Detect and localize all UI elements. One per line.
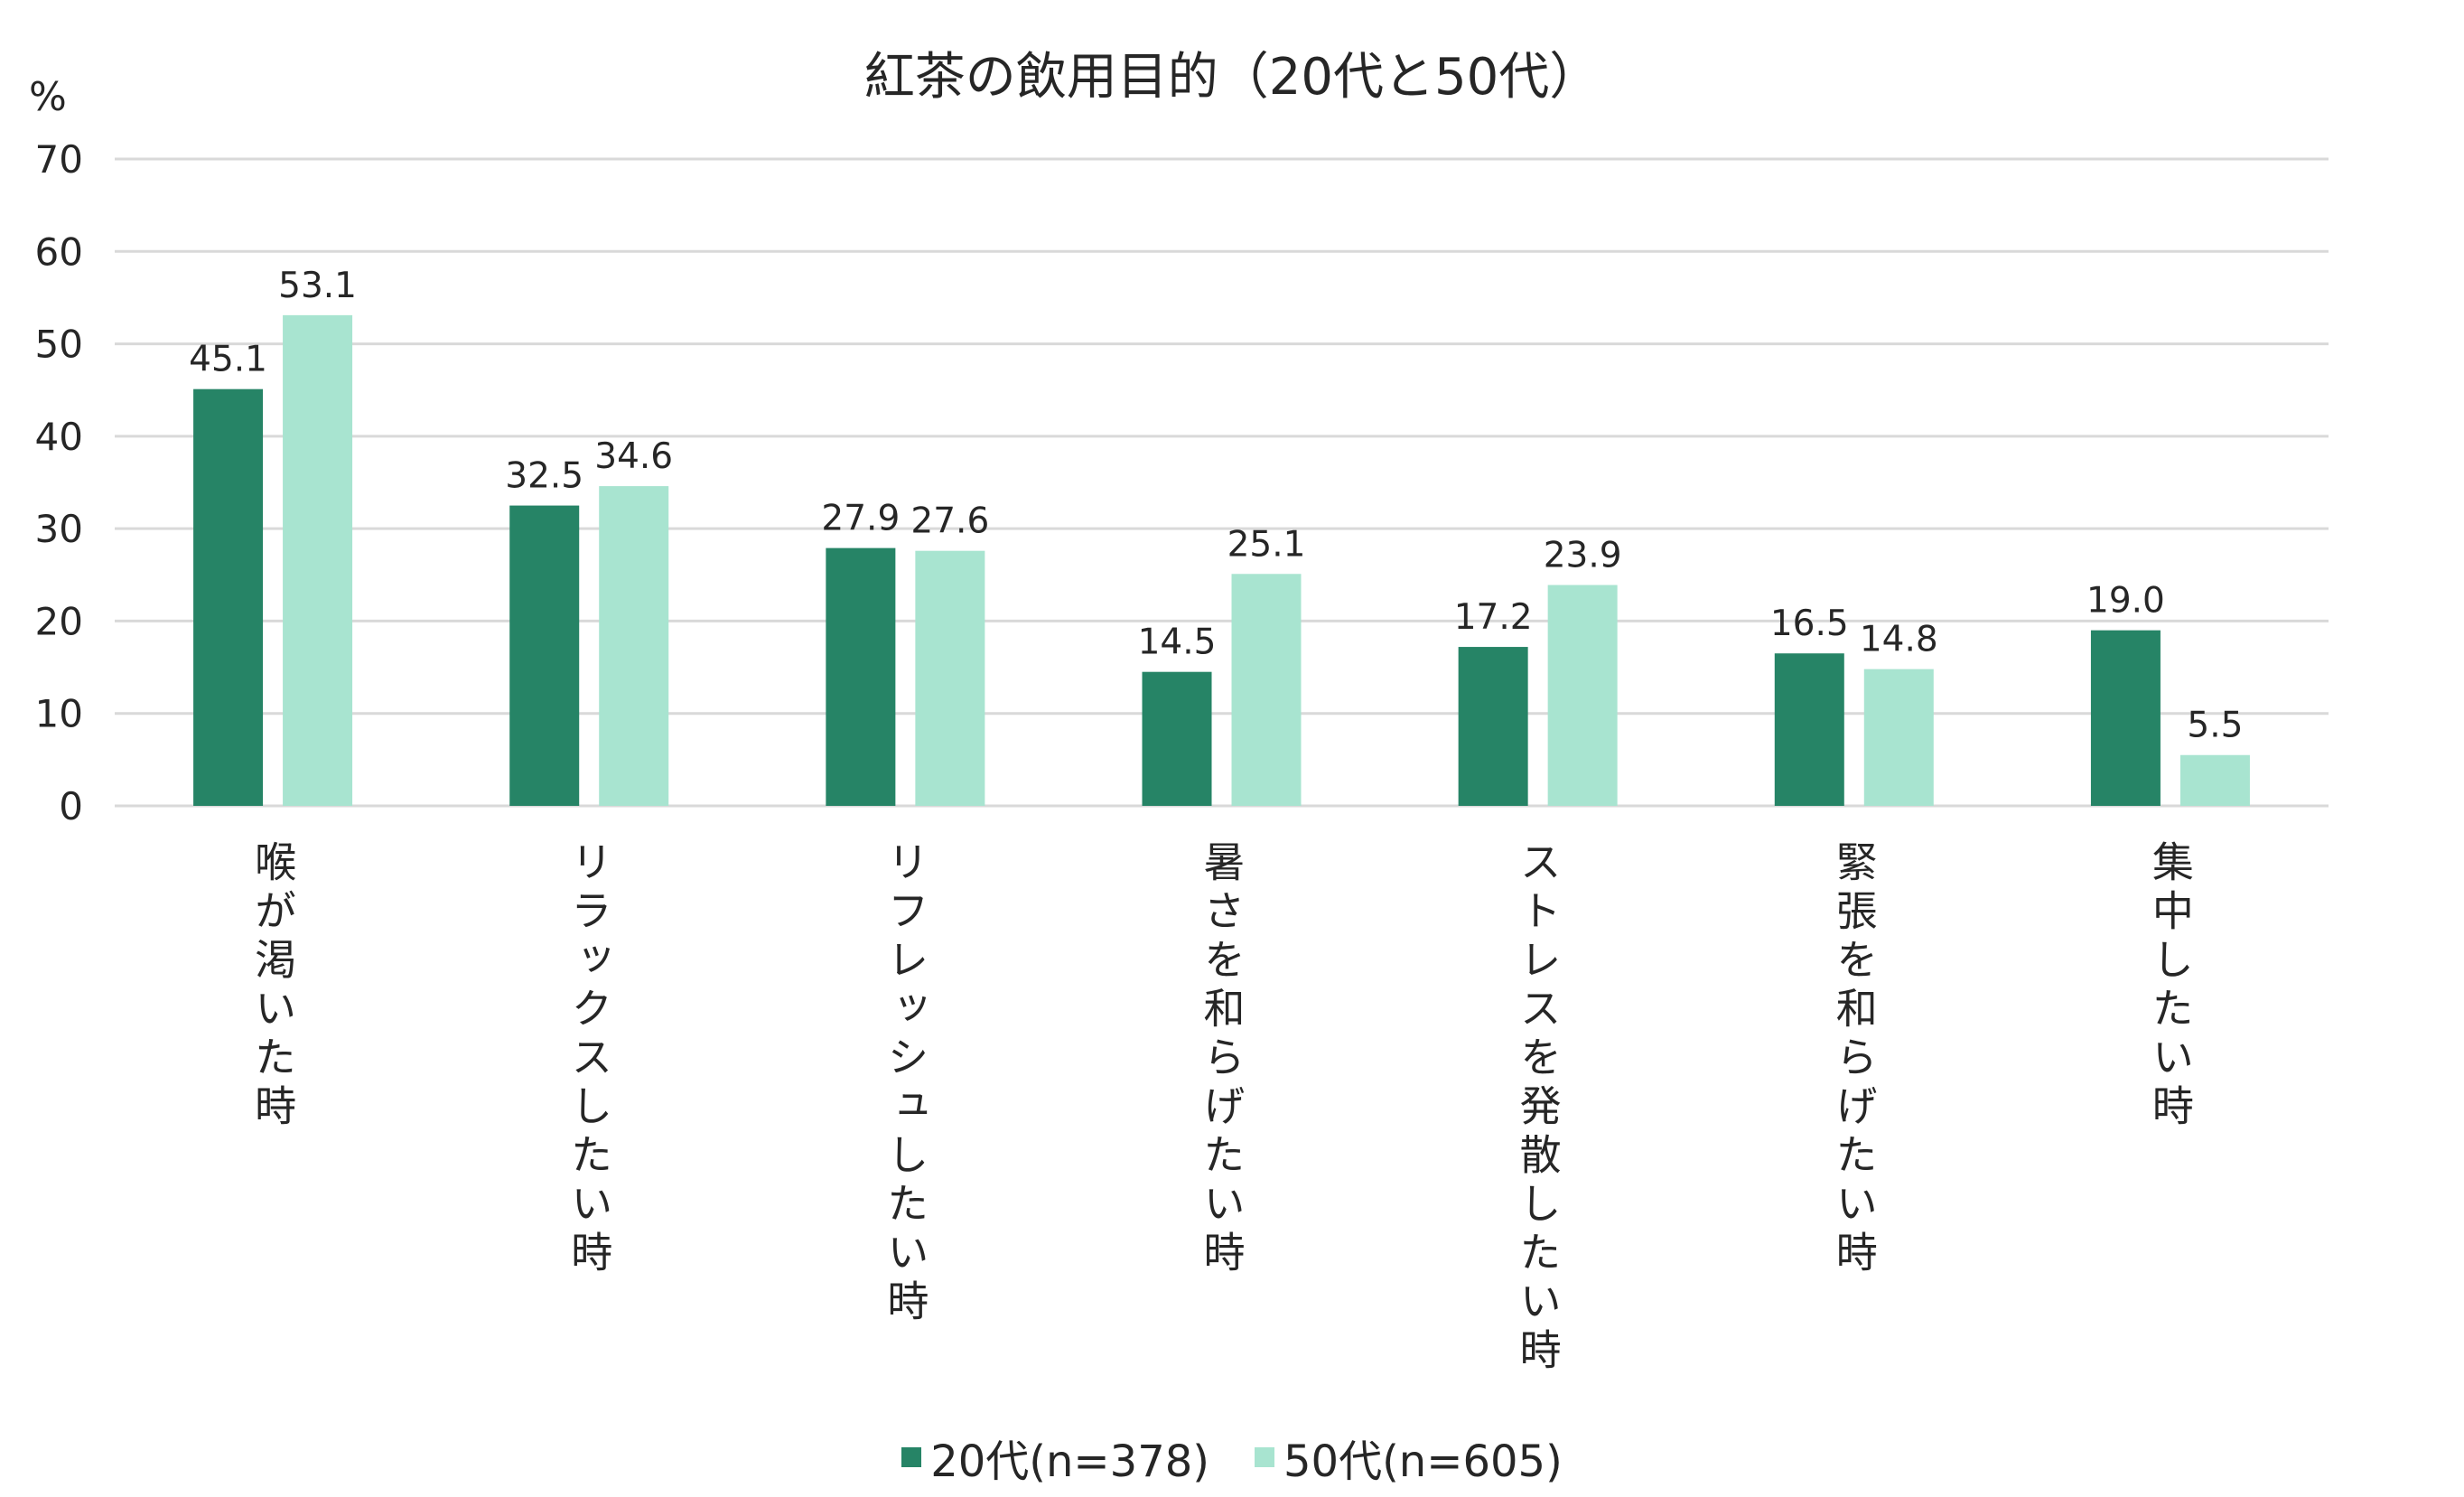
y-tick-label: 70 [35,137,83,182]
x-category-label: 集中したい時 [2145,840,2195,1133]
data-label: 14.5 [1138,622,1217,663]
data-label: 19.0 [2086,581,2165,622]
y-tick-label: 40 [35,415,83,459]
x-category-label: リフレッシュしたい時 [881,840,930,1328]
data-label: 45.1 [189,340,267,380]
data-label: 14.8 [1860,620,1938,660]
bar [1547,585,1618,806]
bar [509,505,580,806]
y-tick-label: 60 [35,229,83,274]
data-label: 16.5 [1770,603,1849,644]
data-label: 27.9 [821,499,900,539]
x-category-label: 緊張を和らげたい時 [1829,840,1879,1279]
bar [2090,630,2161,806]
y-tick-label: 10 [35,692,83,736]
x-category-label: 暑さを和らげたい時 [1197,840,1246,1279]
bar [1142,671,1212,806]
legend-swatch [1255,1447,1274,1467]
data-label: 17.2 [1454,597,1533,638]
bar [915,550,985,806]
legend-item-50s: 50代(n=605) [1255,1426,1563,1489]
bar [193,388,264,806]
x-category-label: 喉が渇いた時 [248,840,298,1133]
data-label: 23.9 [1544,536,1622,576]
bar [599,486,669,806]
data-label: 53.1 [278,266,357,306]
y-tick-label: 30 [35,507,83,551]
data-label: 25.1 [1227,524,1306,565]
bar [1231,574,1302,806]
data-label: 5.5 [2187,706,2243,746]
bar [2179,754,2250,806]
x-category-label: リラックスしたい時 [565,840,614,1279]
data-label: 27.6 [910,501,989,542]
legend: 20代(n=378) 50代(n=605) [0,1426,2464,1489]
chart-title: 紅茶の飲用目的（20代と50代） [863,48,1601,107]
legend-item-20s: 20代(n=378) [901,1426,1209,1489]
legend-label: 20代(n=378) [930,1436,1209,1487]
bar [1774,653,1844,806]
x-category-label: ストレスを発散したい時 [1513,840,1563,1377]
y-axis-unit: % [29,74,67,120]
bar [826,547,896,806]
bar [1863,669,1934,806]
y-tick-label: 50 [35,323,83,367]
legend-label: 50代(n=605) [1283,1436,1563,1487]
y-tick-label: 0 [59,784,83,828]
bar [283,314,353,806]
data-label: 34.6 [594,436,673,477]
bar [1458,647,1528,806]
y-tick-label: 20 [35,599,83,643]
data-label: 32.5 [505,456,583,497]
legend-swatch [901,1447,922,1467]
